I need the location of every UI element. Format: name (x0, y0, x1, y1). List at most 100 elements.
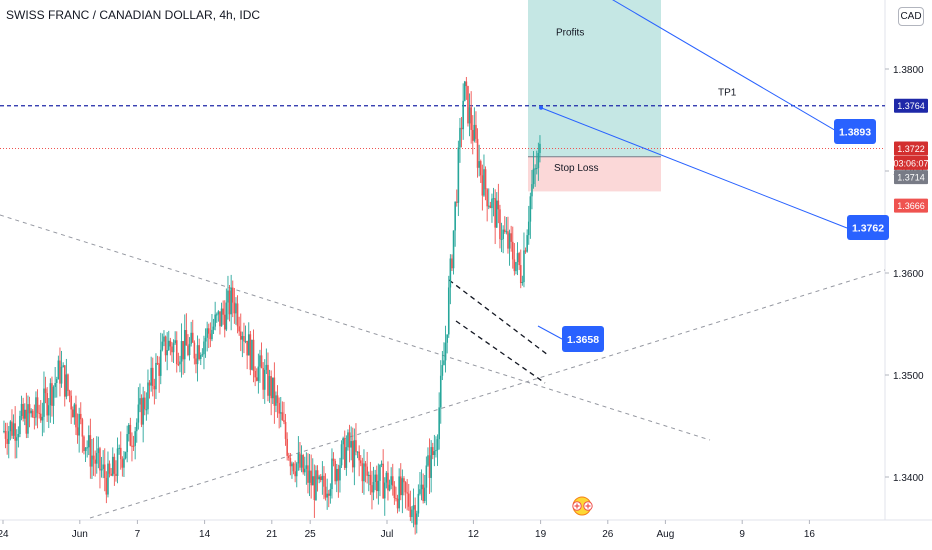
candle-body (441, 365, 444, 376)
candle-body (238, 326, 240, 332)
candle-body (419, 489, 421, 494)
candle-body (86, 447, 88, 449)
candle-body (28, 404, 31, 414)
candle-body (334, 460, 336, 482)
candle-body (57, 360, 60, 380)
candle-body (340, 444, 343, 466)
callout-anchor-2 (539, 105, 543, 110)
stop-loss-zone-label: Stop Loss (554, 163, 598, 174)
candle-body (403, 478, 405, 483)
candle-body (369, 474, 372, 486)
candle-body (113, 456, 116, 474)
candle-body (435, 450, 437, 452)
candle-body (390, 476, 392, 485)
candle-body (329, 489, 332, 496)
candle-body (300, 455, 303, 468)
candle-body (523, 250, 525, 282)
candle-body (347, 432, 349, 448)
candle-body (497, 200, 500, 210)
candle-body (198, 345, 200, 360)
candle-body (294, 471, 296, 477)
callout-box-3 (562, 326, 604, 352)
candle-body (382, 463, 384, 499)
candle-body (25, 409, 28, 434)
candle-body (214, 314, 216, 327)
candle-body (518, 253, 520, 266)
candle-body (537, 152, 540, 169)
candle-body (531, 184, 533, 197)
callout-line-1 (612, 0, 839, 133)
candle-body (67, 374, 69, 391)
candle-body (379, 464, 381, 481)
candle-body (99, 448, 101, 471)
candle-body (367, 474, 370, 476)
candle-body (478, 161, 480, 168)
candle-body (332, 458, 335, 461)
candle-body (17, 434, 20, 438)
candle-body (3, 430, 5, 432)
candle-body (452, 230, 455, 269)
chart-title: SWISS FRANC / CANADIAN DOLLAR, 4h, IDC (6, 8, 261, 22)
price-label-text: 1.3764 (897, 101, 925, 111)
candle-body (76, 427, 79, 436)
candle-body (468, 107, 471, 124)
candle-body (92, 455, 95, 460)
candle-body (121, 459, 124, 468)
y-tick-label: 1.3600 (893, 269, 924, 280)
candle-body (156, 362, 159, 364)
candle-body (225, 302, 228, 330)
candle-body (374, 474, 376, 482)
candle-body (420, 484, 423, 490)
candle-body (305, 465, 308, 469)
candle-body (409, 506, 412, 518)
currency-badge[interactable]: CAD (898, 7, 924, 26)
candle-body (137, 404, 140, 423)
candle-body (489, 205, 492, 209)
candle-body (134, 431, 136, 446)
candle-body (375, 474, 378, 492)
candle-body (65, 374, 68, 397)
candle-body (142, 397, 144, 425)
candle-body (364, 463, 367, 467)
candle-body (539, 143, 541, 153)
candle-body (15, 437, 18, 441)
candle-body (239, 331, 242, 340)
candle-body (479, 161, 482, 176)
candle-body (257, 366, 260, 381)
candle-body (91, 455, 93, 467)
candle-body (459, 127, 461, 148)
candle-body (471, 129, 474, 141)
candle-body (36, 397, 39, 413)
trendline-ascending (89, 269, 886, 519)
candle-body (275, 395, 277, 406)
x-tick-label: Jul (381, 529, 394, 540)
candle-body (20, 403, 23, 416)
candle-body (204, 337, 207, 342)
candle-body (462, 100, 464, 130)
candle-body (321, 475, 324, 481)
stop-loss-zone (528, 156, 661, 192)
candle-body (372, 481, 375, 493)
candle-body (447, 287, 450, 335)
candle-body (316, 470, 319, 480)
candle-body (172, 343, 175, 353)
candle-body (391, 476, 394, 486)
flag-channel-upper (448, 279, 549, 356)
candle-body (243, 336, 245, 342)
candle-body (423, 487, 426, 501)
x-tick-label: 12 (468, 529, 480, 540)
candle-body (510, 233, 512, 242)
candle-body (439, 375, 442, 408)
candle-body (143, 397, 146, 410)
candle-body (393, 485, 396, 499)
callout-text-2: 1.3762 (852, 223, 884, 235)
candle-body (427, 455, 429, 466)
candle-body (127, 424, 130, 435)
candle-body (161, 341, 164, 350)
candle-body (9, 421, 12, 432)
candle-body (499, 209, 501, 239)
candle-body (201, 354, 204, 356)
candle-body (398, 476, 400, 509)
